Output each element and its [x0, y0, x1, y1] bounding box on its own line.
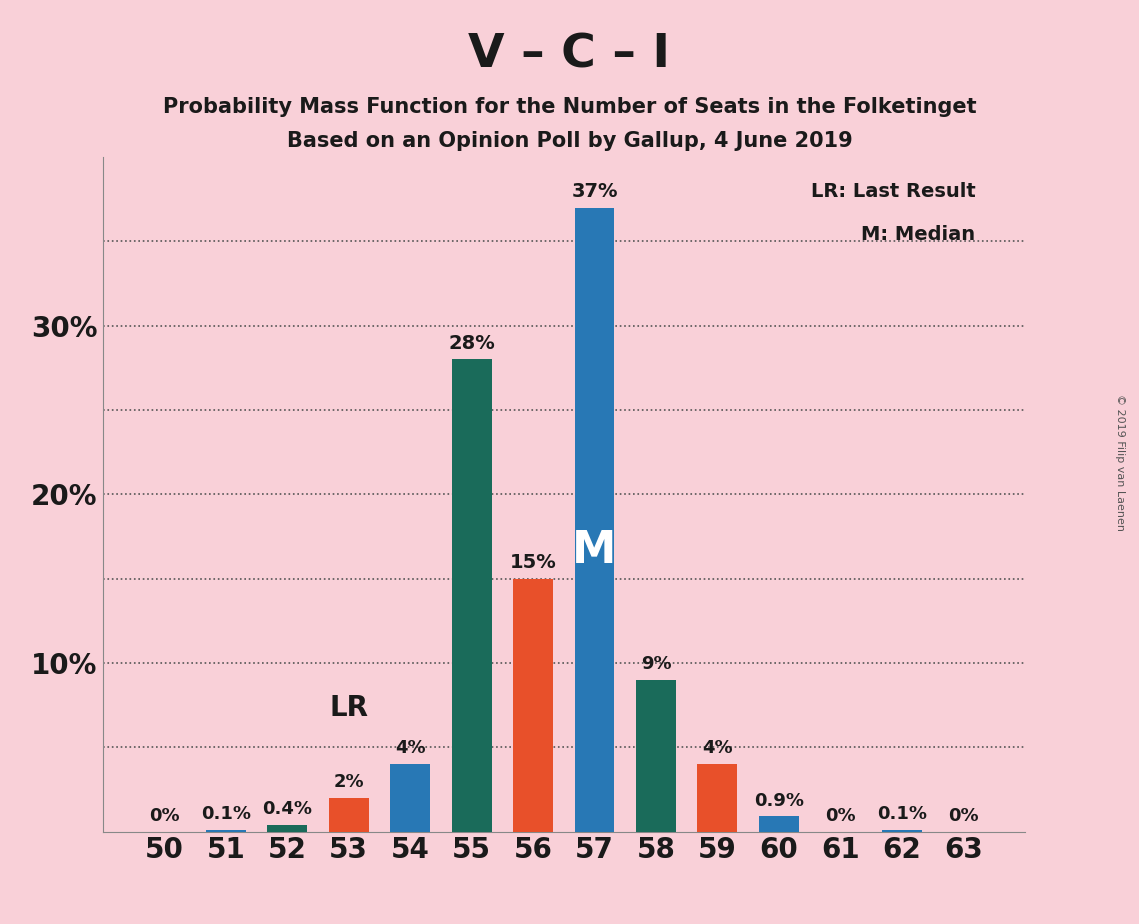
Text: 0%: 0% — [149, 807, 180, 825]
Bar — [329, 798, 369, 832]
Bar — [206, 830, 246, 832]
Bar — [513, 578, 554, 832]
Bar — [574, 208, 615, 832]
Text: 37%: 37% — [572, 182, 617, 201]
Text: 0%: 0% — [948, 807, 978, 825]
Text: © 2019 Filip van Laenen: © 2019 Filip van Laenen — [1115, 394, 1124, 530]
Text: 15%: 15% — [510, 553, 557, 572]
Bar — [391, 764, 431, 832]
Bar — [268, 825, 308, 832]
Text: 4%: 4% — [395, 739, 426, 758]
Bar — [452, 359, 492, 832]
Text: 0%: 0% — [825, 807, 855, 825]
Bar — [759, 817, 798, 832]
Text: M: M — [572, 529, 616, 572]
Text: LR: LR — [329, 694, 368, 722]
Text: 0.1%: 0.1% — [200, 805, 251, 823]
Text: 28%: 28% — [449, 334, 495, 353]
Text: 0.1%: 0.1% — [877, 805, 927, 823]
Text: Based on an Opinion Poll by Gallup, 4 June 2019: Based on an Opinion Poll by Gallup, 4 Ju… — [287, 131, 852, 152]
Text: 4%: 4% — [702, 739, 732, 758]
Bar — [882, 830, 921, 832]
Text: V – C – I: V – C – I — [468, 32, 671, 78]
Bar — [697, 764, 737, 832]
Text: 2%: 2% — [334, 773, 364, 791]
Text: 0.9%: 0.9% — [754, 792, 804, 809]
Text: M: Median: M: Median — [861, 225, 975, 244]
Text: Probability Mass Function for the Number of Seats in the Folketinget: Probability Mass Function for the Number… — [163, 97, 976, 117]
Bar — [636, 680, 675, 832]
Text: 9%: 9% — [640, 655, 671, 673]
Text: LR: Last Result: LR: Last Result — [811, 182, 975, 201]
Text: 0.4%: 0.4% — [262, 800, 312, 818]
